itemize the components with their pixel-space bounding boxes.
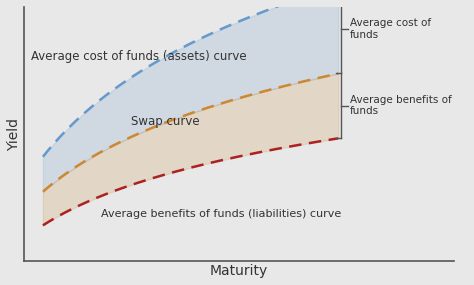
Text: Average benefits of funds (liabilities) curve: Average benefits of funds (liabilities) … [100, 209, 341, 219]
Text: Average benefits of
funds: Average benefits of funds [350, 95, 452, 116]
Text: Average cost of
funds: Average cost of funds [350, 18, 431, 40]
Text: Swap curve: Swap curve [131, 115, 200, 128]
Y-axis label: Yield: Yield [7, 118, 21, 150]
Text: Average cost of funds (assets) curve: Average cost of funds (assets) curve [31, 50, 247, 63]
X-axis label: Maturity: Maturity [210, 264, 268, 278]
